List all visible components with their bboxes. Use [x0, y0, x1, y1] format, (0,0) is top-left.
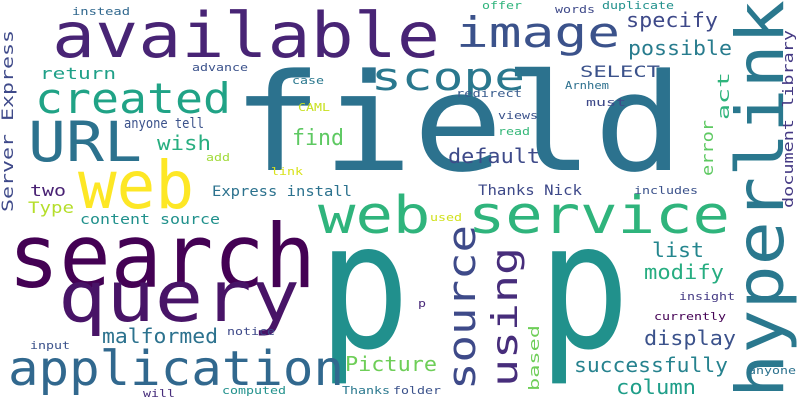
word-default: default: [448, 146, 540, 166]
word-computed: computed: [222, 385, 286, 396]
word-content-source: content source: [80, 213, 220, 227]
word-case: case: [292, 75, 324, 86]
word-two: two: [30, 183, 66, 199]
word-advance: advance: [192, 62, 248, 73]
word-offer: offer: [482, 0, 522, 11]
word-must: must: [586, 97, 626, 108]
word-p: p: [418, 298, 426, 309]
word-currently: currently: [654, 311, 726, 322]
word-folder: folder: [393, 385, 441, 396]
word-malformed: malformed: [102, 326, 218, 346]
word-words: words: [555, 4, 595, 15]
word-find: find: [292, 128, 344, 150]
word-caml: CAML: [298, 102, 330, 113]
word-server-express: Server Express: [0, 30, 16, 212]
word-return: return: [40, 66, 116, 82]
word-insight: insight: [679, 291, 735, 302]
word-source: source: [443, 225, 481, 390]
word-query: query: [58, 262, 300, 332]
word-successfully: successfully: [574, 355, 728, 375]
word-views: views: [498, 110, 538, 121]
word-anyone: anyone: [748, 365, 796, 376]
word-add: add: [206, 152, 230, 163]
word-image: image: [456, 12, 620, 54]
word-specify: specify: [626, 10, 718, 30]
word-includes: includes: [634, 185, 698, 196]
word-picture: Picture: [345, 354, 437, 374]
word-column: column: [616, 377, 696, 397]
word-arnhem: Arnhem: [565, 80, 609, 91]
word-wish: wish: [157, 133, 211, 153]
word-instead: instead: [72, 6, 130, 17]
word-display: display: [644, 328, 736, 348]
word-application: application: [8, 345, 344, 393]
word-possible: possible: [628, 38, 732, 58]
word-input: input: [30, 340, 70, 351]
word-thanks-nick: Thanks Nick: [478, 184, 582, 198]
word-duplicate: duplicate: [602, 0, 674, 11]
word-using: using: [488, 247, 524, 387]
word-act: act: [716, 72, 732, 120]
word-anyone-tell: anyone tell: [124, 117, 204, 131]
word-modify: modify: [644, 262, 724, 282]
word-redirect: redirect: [456, 88, 522, 99]
word-error: error: [700, 120, 716, 176]
word-created: created: [35, 78, 231, 120]
word-will: will: [143, 388, 175, 399]
word-read: read: [498, 126, 530, 137]
word-document-library: document library: [782, 30, 796, 208]
word-notice: notice: [227, 326, 275, 337]
word-link: link: [271, 166, 303, 177]
word-select: SELECT: [580, 64, 660, 80]
word-used: used: [430, 212, 462, 223]
word-express-install: Express install: [212, 185, 352, 199]
word-type: Type: [28, 200, 74, 216]
word-thanks: Thanks: [342, 385, 390, 396]
word-list: list: [652, 240, 704, 260]
word-based: based: [528, 325, 542, 391]
